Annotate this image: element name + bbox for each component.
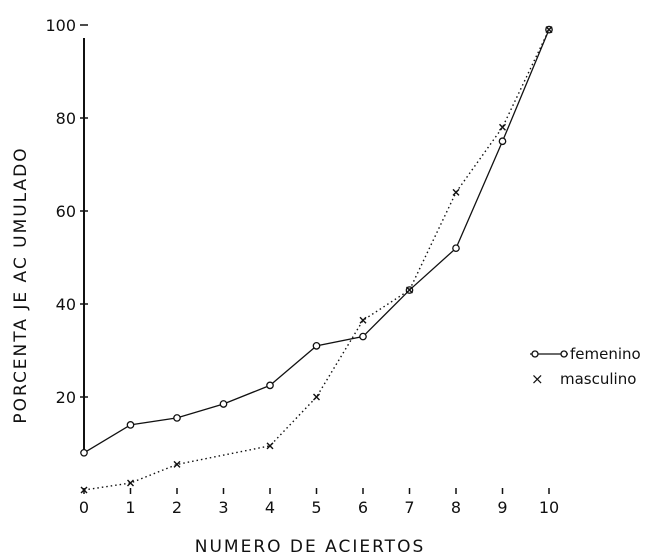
point-masculino-1 (127, 479, 134, 487)
legend-femenino-marker-start (531, 350, 539, 358)
point-masculino-10-stroke-b (545, 26, 553, 34)
point-masculino-10 (545, 26, 553, 34)
point-femenino-0 (80, 448, 88, 457)
point-masculino-6-stroke-b (359, 316, 367, 324)
point-masculino-9 (499, 123, 506, 131)
x-axis-title: NUMERO DE ACIERTOS (195, 537, 426, 557)
point-masculino-5 (313, 393, 320, 401)
point-femenino-6 (359, 332, 367, 341)
point-femenino-1 (126, 421, 135, 429)
point-masculino-5-stroke-b (313, 393, 320, 401)
point-masculino-7 (406, 286, 413, 294)
x-tick-label-7: 7 (404, 498, 414, 517)
x-tick-label-8: 8 (451, 498, 461, 517)
legend: femenino × masculino (530, 345, 641, 388)
point-femenino-5 (312, 341, 321, 350)
point-masculino-2 (173, 460, 181, 468)
x-axis-ticks: 0 1 2 3 4 5 6 7 8 9 10 (79, 488, 559, 517)
legend-masculino-marker: × (531, 370, 544, 388)
series-line-femenino (83, 29, 550, 454)
series-line-masculino (83, 29, 550, 491)
point-femenino-4 (266, 381, 274, 390)
y-tick-label-60: 60 (56, 202, 76, 221)
point-masculino-7-stroke-b (406, 286, 413, 294)
point-masculino-1-stroke-b (127, 479, 134, 487)
y-tick-label-40: 40 (56, 295, 76, 314)
y-axis-ticks: 20 40 60 80 100 (45, 16, 88, 407)
series-layer (80, 25, 553, 494)
y-axis-title: PORCENTA JE AC UMULADO (11, 146, 31, 423)
point-masculino-8-stroke-b (452, 188, 460, 196)
y-tick-label-20: 20 (56, 388, 76, 407)
x-tick-label-4: 4 (265, 498, 275, 517)
legend-masculino-label: masculino (560, 370, 636, 388)
x-tick-label-1: 1 (125, 498, 135, 517)
point-masculino-0-stroke-b (80, 486, 88, 494)
point-femenino-8 (452, 244, 460, 253)
y-tick-label-80: 80 (56, 109, 76, 128)
x-tick-label-0: 0 (79, 498, 89, 517)
x-tick-label-2: 2 (172, 498, 182, 517)
x-tick-label-3: 3 (218, 498, 228, 517)
point-masculino-2-stroke-b (173, 460, 181, 468)
point-masculino-9-stroke-b (499, 123, 506, 131)
y-tick-label-100: 100 (45, 16, 76, 35)
point-masculino-8 (452, 188, 460, 196)
point-masculino-4-stroke-b (266, 442, 274, 450)
point-femenino-2 (173, 414, 181, 422)
x-tick-label-10: 10 (539, 498, 559, 517)
legend-femenino-marker-end (560, 350, 568, 358)
point-femenino-9 (498, 137, 507, 146)
point-masculino-6 (359, 316, 367, 324)
point-masculino-0 (80, 486, 88, 494)
point-masculino-4 (266, 442, 274, 450)
x-tick-label-9: 9 (497, 498, 507, 517)
point-femenino-3 (219, 400, 228, 408)
x-tick-label-5: 5 (311, 498, 321, 517)
legend-femenino-label: femenino (570, 345, 641, 363)
x-tick-label-6: 6 (358, 498, 368, 517)
